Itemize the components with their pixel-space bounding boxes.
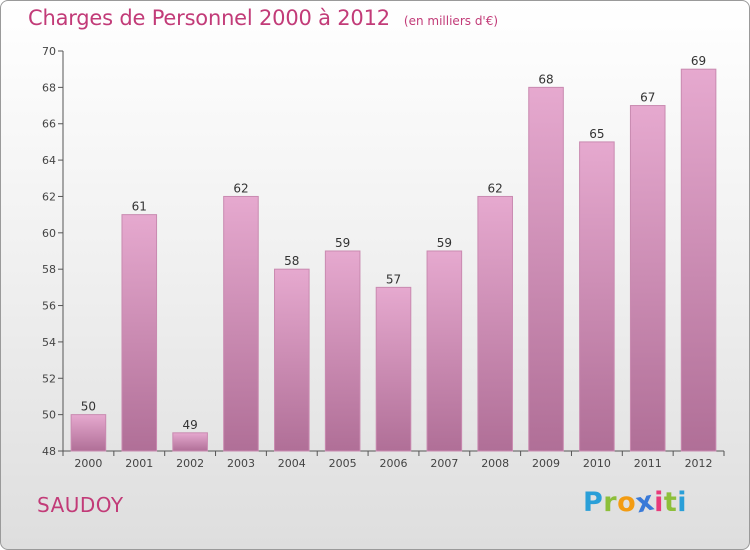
x-tick-label: 2009 — [532, 457, 560, 470]
y-tick-label: 54 — [42, 336, 56, 349]
data-labels: 50 61 49 62 58 59 57 59 62 68 65 67 69 — [81, 54, 706, 432]
data-label-2004: 58 — [284, 254, 299, 268]
y-tick-label: 68 — [42, 81, 56, 94]
logo-letter: o — [617, 487, 637, 518]
bar-2012[interactable] — [680, 68, 717, 452]
data-label-2012: 69 — [691, 54, 706, 68]
x-tick-label: 2006 — [380, 457, 408, 470]
bar-2007[interactable] — [426, 250, 463, 452]
bar-2004[interactable] — [274, 268, 310, 452]
x-tick-label: 2002 — [176, 457, 204, 470]
bar-2002[interactable] — [172, 432, 208, 452]
x-tick-label: 2000 — [74, 457, 102, 470]
proxiti-logo[interactable]: Proxiti — [583, 485, 688, 519]
x-tick-label: 2008 — [481, 457, 509, 470]
y-tick-label: 52 — [42, 372, 56, 385]
data-label-2002: 49 — [182, 418, 197, 432]
bar-2009[interactable] — [528, 86, 564, 452]
logo-letter: i — [677, 487, 688, 518]
logo-letter: i — [654, 487, 664, 518]
y-tick-label: 66 — [42, 118, 56, 131]
x-tick-label: 2007 — [430, 457, 458, 470]
x-tick-label: 2001 — [125, 457, 153, 470]
data-label-2003: 62 — [233, 181, 248, 195]
logo-letter: P — [583, 487, 604, 518]
bar-2010[interactable] — [579, 141, 615, 452]
x-tick-label: 2004 — [278, 457, 306, 470]
data-label-2008: 62 — [488, 181, 503, 195]
y-tick-label: 56 — [42, 300, 56, 313]
data-label-2007: 59 — [437, 236, 452, 250]
title-row: Charges de Personnel 2000 à 2012 (en mill… — [28, 6, 498, 30]
y-tick-label: 60 — [42, 227, 56, 240]
x-tick-label: 2005 — [329, 457, 357, 470]
logo-letter: t — [663, 487, 678, 518]
data-label-2010: 65 — [589, 127, 604, 141]
y-tick-label: 50 — [42, 409, 56, 422]
y-tick-label: 62 — [42, 190, 56, 203]
bar-2008[interactable] — [477, 195, 513, 452]
x-tick-label: 2003 — [227, 457, 255, 470]
bars — [70, 68, 717, 452]
chart-subtitle: (en milliers d'€) — [403, 14, 499, 28]
bar-2000[interactable] — [70, 414, 107, 452]
x-tick-label: 2010 — [583, 457, 611, 470]
data-label-2005: 59 — [335, 236, 350, 250]
bar-2003[interactable] — [223, 195, 259, 452]
bar-2001[interactable] — [121, 214, 158, 452]
data-label-2001: 61 — [132, 200, 147, 214]
bar-2006[interactable] — [375, 286, 412, 452]
bar-2011[interactable] — [629, 105, 666, 452]
data-label-2000: 50 — [81, 400, 96, 414]
x-axis: 2000 2001 2002 2003 2004 2005 2006 2007 2008 2009… — [62, 450, 725, 470]
y-tick-label: 64 — [42, 154, 56, 167]
x-tick-label: 2012 — [685, 457, 713, 470]
logo-letter: r — [603, 487, 618, 518]
y-axis: 48 50 52 54 56 58 60 62 64 66 68 70 — [42, 45, 64, 458]
x-tick-label: 2011 — [634, 457, 662, 470]
data-label-2009: 68 — [538, 72, 553, 86]
y-tick-label: 48 — [42, 445, 56, 458]
bar-2005[interactable] — [324, 250, 361, 452]
place-name: SAUDOY — [37, 493, 124, 517]
data-label-2006: 57 — [386, 272, 401, 286]
chart-title: Charges de Personnel 2000 à 2012 — [28, 6, 390, 30]
y-tick-label: 58 — [42, 263, 56, 276]
y-tick-label: 70 — [42, 45, 56, 58]
data-label-2011: 67 — [640, 91, 655, 105]
